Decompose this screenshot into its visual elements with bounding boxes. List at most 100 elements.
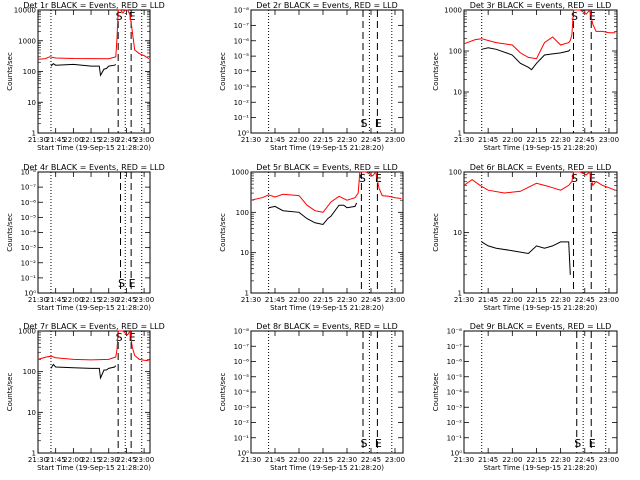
plot-frame: [463, 171, 618, 294]
y-tick-label: 10: [27, 99, 36, 107]
detector-panel: Det 2r BLACK = Events, RED = LLD 10⁰ 10⁻¹ 1…: [219, 1, 405, 152]
plot-frame: [250, 330, 404, 454]
y-tick-label: 10⁻²: [234, 419, 250, 427]
panel-title: Det 8r BLACK = Events, RED = LLD: [256, 322, 398, 331]
y-tick-label: 10⁻²: [21, 259, 37, 267]
y-tick-label: 100: [23, 368, 36, 376]
x-axis-label: Start Time (19-Sep-15 21:28:20): [37, 144, 151, 152]
detector-panel: Det 9r BLACK = Events, RED = LLD 10⁰ 10⁻¹ 1…: [432, 322, 619, 472]
y-tick-label: 10⁰: [237, 130, 249, 138]
detector-panel: Det 8r BLACK = Events, RED = LLD 10⁰ 10⁻¹ 1…: [219, 322, 405, 472]
marker-label-s: S: [359, 172, 366, 185]
plot-frame: [37, 330, 151, 454]
x-tick-label: 23:00: [599, 456, 619, 464]
x-tick-label: 22:45: [361, 136, 381, 144]
x-tick-label: 22:45: [575, 456, 595, 464]
y-tick-label: 10: [453, 229, 462, 237]
y-tick-label: 10⁻⁸: [234, 7, 250, 15]
x-tick-label: 22:00: [289, 136, 309, 144]
marker-label-e: E: [375, 172, 382, 185]
marker-label-e: E: [589, 172, 596, 185]
y-tick-label: 10⁻⁷: [21, 184, 37, 192]
detector-panel: Det 6r BLACK = Events, RED = LLD 1 10 100 21…: [432, 163, 619, 312]
x-tick-label: 21:30: [241, 296, 261, 304]
x-tick-label: 22:15: [81, 456, 101, 464]
y-tick-label: 10⁻⁴: [234, 389, 250, 397]
x-tick-label: 22:30: [551, 296, 571, 304]
x-tick-label: 22:45: [361, 296, 381, 304]
y-tick-label: 100: [23, 68, 36, 76]
y-tick-label: 1000: [231, 169, 249, 177]
y-tick-label: 10⁻⁸: [21, 169, 37, 177]
x-tick-label: 22:45: [575, 136, 595, 144]
marker-label-e: E: [375, 117, 382, 130]
y-tick-label: 10: [27, 409, 36, 417]
panel-title: Det 3r BLACK = Events, RED = LLD: [470, 1, 612, 10]
x-tick-label: 22:15: [81, 296, 101, 304]
y-tick-label: 10⁻⁶: [447, 358, 463, 366]
x-tick-label: 22:30: [99, 296, 119, 304]
y-tick-label: 10⁻¹: [21, 274, 37, 282]
x-tick-label: 22:15: [313, 296, 333, 304]
marker-label-e: E: [589, 437, 596, 450]
marker-label-s: S: [574, 437, 581, 450]
plot-frame: [37, 171, 151, 294]
y-tick-label: 1: [245, 290, 249, 298]
plot-frame: [250, 171, 404, 294]
x-axis-label: Start Time (19-Sep-15 21:28:20): [484, 464, 598, 472]
panel-title: Det 6r BLACK = Events, RED = LLD: [470, 163, 612, 172]
x-axis-label: Start Time (19-Sep-15 21:28:20): [270, 464, 384, 472]
y-tick-label: 10⁻³: [447, 404, 463, 412]
x-tick-label: 21:30: [241, 136, 261, 144]
y-tick-label: 10⁻⁸: [447, 328, 463, 336]
x-tick-label: 21:30: [454, 456, 474, 464]
y-axis-label: Counts/sec: [219, 52, 227, 91]
y-tick-label: 10⁻⁴: [21, 229, 37, 237]
y-tick-label: 10⁻³: [21, 244, 37, 252]
x-tick-label: 21:45: [46, 136, 66, 144]
y-tick-label: 10⁰: [24, 290, 36, 298]
panel-title: Det 4r BLACK = Events, RED = LLD: [23, 163, 165, 172]
y-tick-label: 10⁻⁵: [234, 373, 250, 381]
x-axis-label: Start Time (19-Sep-15 21:28:20): [270, 144, 384, 152]
events-series-line: [50, 363, 117, 380]
plot-frame: [463, 9, 618, 134]
x-tick-label: 22:30: [551, 136, 571, 144]
marker-label-e: E: [129, 331, 136, 344]
y-axis-label: Counts/sec: [432, 213, 440, 252]
x-tick-label: 21:45: [478, 136, 498, 144]
x-axis-label: Start Time (19-Sep-15 21:28:20): [484, 304, 598, 312]
y-tick-label: 10⁻⁴: [447, 389, 463, 397]
panel-title: Det 5r BLACK = Events, RED = LLD: [256, 163, 398, 172]
y-tick-label: 10⁻⁷: [234, 22, 250, 30]
x-tick-label: 22:15: [313, 456, 333, 464]
y-axis-label: Counts/sec: [432, 52, 440, 91]
y-tick-label: 1: [32, 450, 36, 458]
x-tick-label: 22:00: [63, 296, 83, 304]
detector-panel: Det 1r BLACK = Events, RED = LLD 1 10 100 10…: [6, 1, 165, 152]
lld-series-line: [250, 170, 402, 213]
x-tick-label: 22:45: [116, 296, 136, 304]
detector-panel: Det 3r BLACK = Events, RED = LLD 1 10 100 10…: [432, 1, 619, 152]
x-tick-label: 22:00: [289, 296, 309, 304]
lld-series-line: [463, 8, 616, 60]
y-tick-label: 10⁻³: [234, 404, 250, 412]
y-tick-label: 10⁻⁵: [234, 53, 250, 61]
x-axis-label: Start Time (19-Sep-15 21:28:20): [484, 144, 598, 152]
y-tick-label: 100: [236, 209, 249, 217]
x-tick-label: 22:30: [337, 296, 357, 304]
y-tick-label: 10: [240, 249, 249, 257]
x-tick-label: 22:45: [116, 136, 136, 144]
panel-title: Det 7r BLACK = Events, RED = LLD: [23, 322, 165, 331]
lld-series-line: [37, 329, 149, 362]
x-tick-label: 22:00: [502, 456, 522, 464]
y-tick-label: 10⁻³: [234, 83, 250, 91]
x-tick-label: 22:00: [502, 136, 522, 144]
y-axis-label: Counts/sec: [6, 213, 14, 252]
panel-title: Det 9r BLACK = Events, RED = LLD: [470, 322, 612, 331]
x-tick-label: 23:00: [134, 456, 154, 464]
events-series-line: [481, 47, 571, 71]
y-tick-label: 1: [458, 130, 462, 138]
y-tick-label: 100: [449, 169, 462, 177]
panel-title: Det 2r BLACK = Events, RED = LLD: [256, 1, 398, 10]
